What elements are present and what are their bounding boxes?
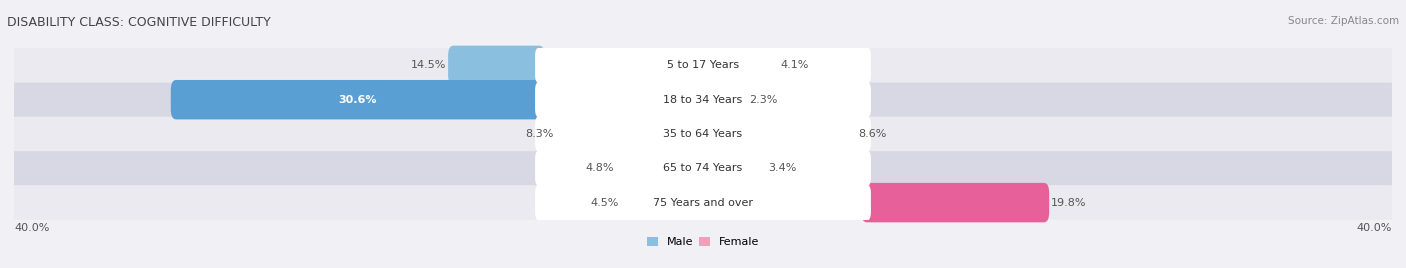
FancyBboxPatch shape — [536, 116, 870, 152]
FancyBboxPatch shape — [14, 185, 1392, 220]
FancyBboxPatch shape — [449, 46, 544, 85]
Text: 2.3%: 2.3% — [749, 95, 778, 105]
Text: 4.5%: 4.5% — [591, 198, 619, 208]
Text: 3.4%: 3.4% — [769, 163, 797, 173]
Text: 8.6%: 8.6% — [858, 129, 886, 139]
Text: 40.0%: 40.0% — [1357, 222, 1392, 233]
FancyBboxPatch shape — [170, 80, 544, 120]
Text: 35 to 64 Years: 35 to 64 Years — [664, 129, 742, 139]
FancyBboxPatch shape — [536, 185, 870, 221]
FancyBboxPatch shape — [14, 117, 1392, 151]
Text: 8.3%: 8.3% — [524, 129, 553, 139]
Text: 40.0%: 40.0% — [14, 222, 49, 233]
Text: 14.5%: 14.5% — [411, 60, 446, 70]
FancyBboxPatch shape — [536, 82, 870, 118]
Text: 19.8%: 19.8% — [1050, 198, 1087, 208]
Text: 5 to 17 Years: 5 to 17 Years — [666, 60, 740, 70]
Text: 75 Years and over: 75 Years and over — [652, 198, 754, 208]
Text: 65 to 74 Years: 65 to 74 Years — [664, 163, 742, 173]
FancyBboxPatch shape — [862, 183, 1049, 222]
FancyBboxPatch shape — [14, 48, 1392, 83]
Text: Source: ZipAtlas.com: Source: ZipAtlas.com — [1288, 16, 1399, 26]
FancyBboxPatch shape — [14, 83, 1392, 117]
Text: 18 to 34 Years: 18 to 34 Years — [664, 95, 742, 105]
Legend: Male, Female: Male, Female — [643, 233, 763, 252]
Text: 4.8%: 4.8% — [585, 163, 613, 173]
Text: 4.1%: 4.1% — [780, 60, 808, 70]
FancyBboxPatch shape — [536, 47, 870, 83]
Text: 30.6%: 30.6% — [339, 95, 377, 105]
FancyBboxPatch shape — [14, 151, 1392, 185]
Text: DISABILITY CLASS: COGNITIVE DIFFICULTY: DISABILITY CLASS: COGNITIVE DIFFICULTY — [7, 16, 271, 29]
FancyBboxPatch shape — [536, 150, 870, 186]
